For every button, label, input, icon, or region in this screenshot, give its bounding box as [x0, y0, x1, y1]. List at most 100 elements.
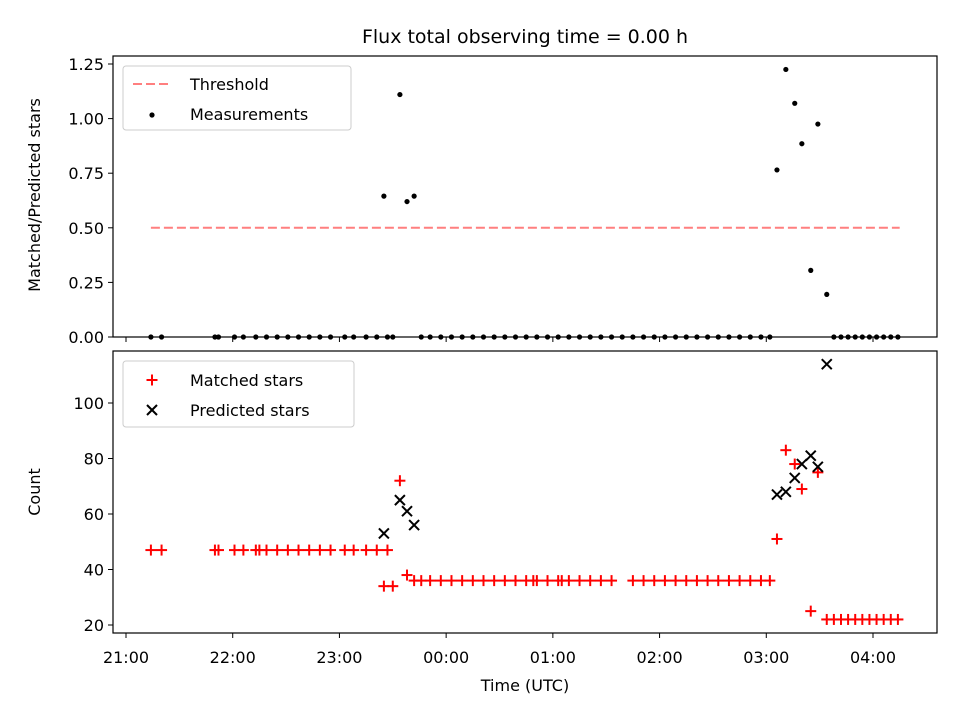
y-tick-label: 0.00 [68, 328, 104, 347]
measurement-point [438, 334, 444, 340]
measurement-point [747, 334, 753, 340]
matched-star-marker [712, 575, 724, 587]
matched-star-marker [456, 575, 468, 587]
measurement-point [491, 334, 497, 340]
measurement-point [758, 334, 764, 340]
marker-stroke [805, 450, 817, 462]
legend-box [122, 360, 355, 428]
measurement-point [397, 91, 403, 98]
matched-star-marker [812, 466, 824, 478]
measurement-point [619, 334, 625, 340]
measurement-point [148, 334, 154, 340]
y-tick-label: 0.50 [68, 219, 104, 238]
measurement-point [374, 334, 380, 340]
measurement-point [866, 334, 873, 340]
matched-star-marker [477, 575, 489, 587]
predicted-star-marker [771, 488, 783, 501]
measurement-point [523, 334, 529, 340]
y-tick-label: 80 [84, 450, 104, 469]
matched-star-marker [261, 544, 273, 556]
matched-star-marker [381, 544, 393, 556]
matched-star-marker [146, 374, 158, 386]
measurement-point [158, 334, 165, 340]
predicted-star-marker [408, 519, 420, 531]
legend-predicted-swatch [146, 404, 158, 416]
matched-star-marker [734, 575, 746, 587]
measurement-point [502, 334, 508, 340]
x-tick-label: 21:00 [103, 648, 149, 667]
measurement-point [384, 334, 391, 340]
measurement-point [704, 334, 711, 340]
measurement-point [662, 334, 668, 340]
measurement-point [767, 334, 773, 340]
y-tick-label: 0.75 [68, 164, 104, 183]
measurement-point [608, 334, 615, 340]
y-axis-label: Count [25, 468, 44, 516]
matched-star-marker [638, 575, 650, 587]
matched-star-marker [145, 544, 157, 556]
matched-star-marker [648, 575, 660, 587]
matched-star-marker [723, 575, 735, 587]
matched-star-marker [424, 575, 436, 587]
matched-star-marker [510, 575, 522, 587]
measurement-point [799, 141, 805, 147]
measurement-point [555, 334, 561, 340]
matched-star-marker [764, 575, 776, 587]
measurement-point [390, 334, 396, 340]
matched-star-marker [401, 569, 413, 581]
measurement-point [815, 121, 821, 127]
matched-star-marker [670, 575, 682, 587]
matched-star-marker [574, 575, 586, 587]
matched-star-marker [606, 575, 618, 587]
y-tick-label: 100 [73, 394, 104, 413]
matched-star-marker [394, 475, 406, 487]
matched-star-marker [293, 544, 305, 556]
measurement-point [640, 334, 647, 340]
x-tick-label: 04:00 [850, 648, 896, 667]
measurement-point [253, 334, 259, 340]
matched-star-marker [303, 544, 315, 556]
marker-stroke [796, 458, 808, 470]
y-tick-label: 60 [84, 505, 104, 524]
matched-star-marker [702, 575, 714, 587]
y-tick-label: 20 [84, 616, 104, 635]
measurement-point [873, 334, 880, 340]
chart-title: Flux total observing time = 0.00 h [362, 26, 688, 48]
measurement-point [737, 334, 743, 340]
measurement-point [342, 334, 348, 340]
measurement-point [852, 334, 858, 340]
measurement-point [427, 334, 433, 340]
measurement-point [587, 334, 593, 340]
matched-star-marker [542, 575, 554, 587]
matched-star-marker [780, 444, 792, 456]
matched-star-marker [584, 575, 596, 587]
measurement-point [630, 334, 636, 340]
predicted-star-marker [789, 472, 801, 484]
measurement-point [694, 334, 700, 340]
predicted-star-marker [805, 450, 817, 462]
marker-stroke [394, 494, 406, 506]
x-tick-label: 00:00 [423, 648, 469, 667]
measurement-point [651, 334, 657, 340]
matched-star-marker [627, 575, 639, 587]
measurement-point [845, 334, 851, 340]
matched-star-marker [691, 575, 703, 587]
legend-measurement-label: Measurements [190, 105, 308, 124]
marker-stroke [146, 404, 158, 416]
x-tick-label: 23:00 [316, 648, 362, 667]
bottom-panel: 20 40 60 80 100 21:00 22:00 23:00 00:00 01:00 02:0… [25, 350, 938, 695]
measurement-point [808, 267, 814, 273]
predicted-star-marker [812, 461, 824, 473]
measurement-point [683, 334, 689, 340]
x-tick-label: 01:00 [530, 648, 576, 667]
x-tick-label: 03:00 [743, 648, 789, 667]
matched-star-marker [789, 458, 801, 470]
marker-stroke [378, 527, 390, 540]
legend-matched-label: Matched stars [190, 371, 303, 390]
measurement-point [381, 193, 387, 199]
measurement-point [824, 291, 830, 298]
marker-stroke [771, 488, 783, 501]
legend-box [122, 65, 352, 131]
y-tick-label: 40 [84, 561, 104, 580]
matched-star-marker [680, 575, 692, 587]
